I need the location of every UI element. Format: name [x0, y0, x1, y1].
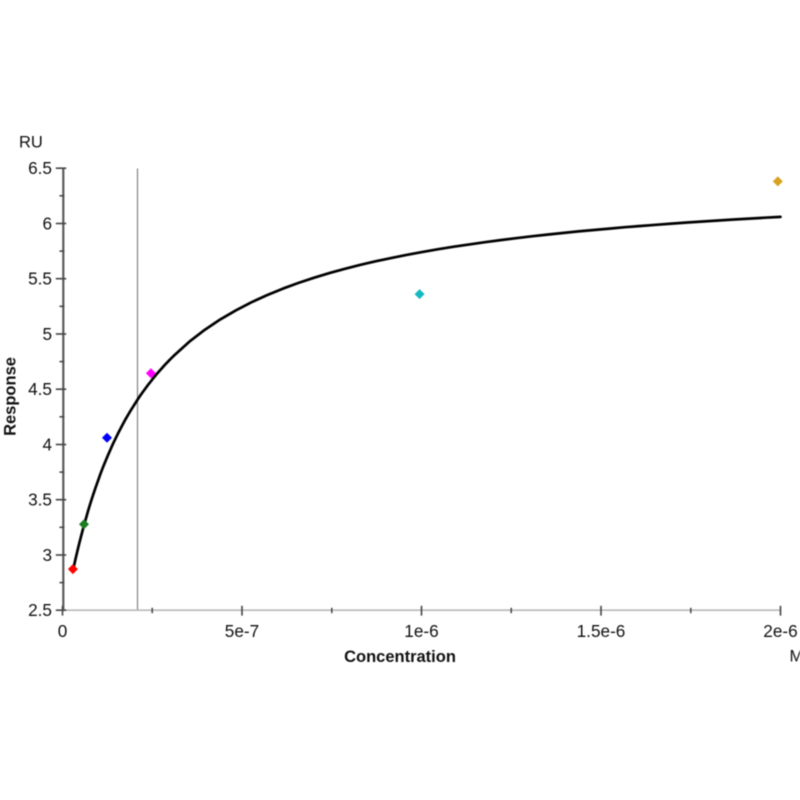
- svg-text:RU: RU: [19, 134, 43, 152]
- svg-text:5.5: 5.5: [28, 269, 52, 289]
- svg-text:2e-6: 2e-6: [763, 621, 797, 641]
- svg-text:Response: Response: [2, 357, 20, 436]
- svg-text:0: 0: [58, 621, 68, 641]
- svg-text:2.5: 2.5: [28, 600, 52, 620]
- svg-text:3.5: 3.5: [28, 490, 52, 510]
- svg-text:Concentration: Concentration: [344, 648, 456, 666]
- svg-text:5: 5: [42, 324, 52, 344]
- svg-text:5e-7: 5e-7: [225, 621, 259, 641]
- svg-text:6.5: 6.5: [28, 158, 52, 178]
- svg-text:1.5e-6: 1.5e-6: [577, 621, 626, 641]
- svg-text:4.5: 4.5: [28, 379, 52, 399]
- svg-text:4: 4: [42, 435, 52, 455]
- svg-text:3: 3: [42, 545, 52, 565]
- svg-text:1e-6: 1e-6: [404, 621, 438, 641]
- svg-text:6: 6: [42, 214, 52, 234]
- svg-text:M: M: [790, 647, 800, 665]
